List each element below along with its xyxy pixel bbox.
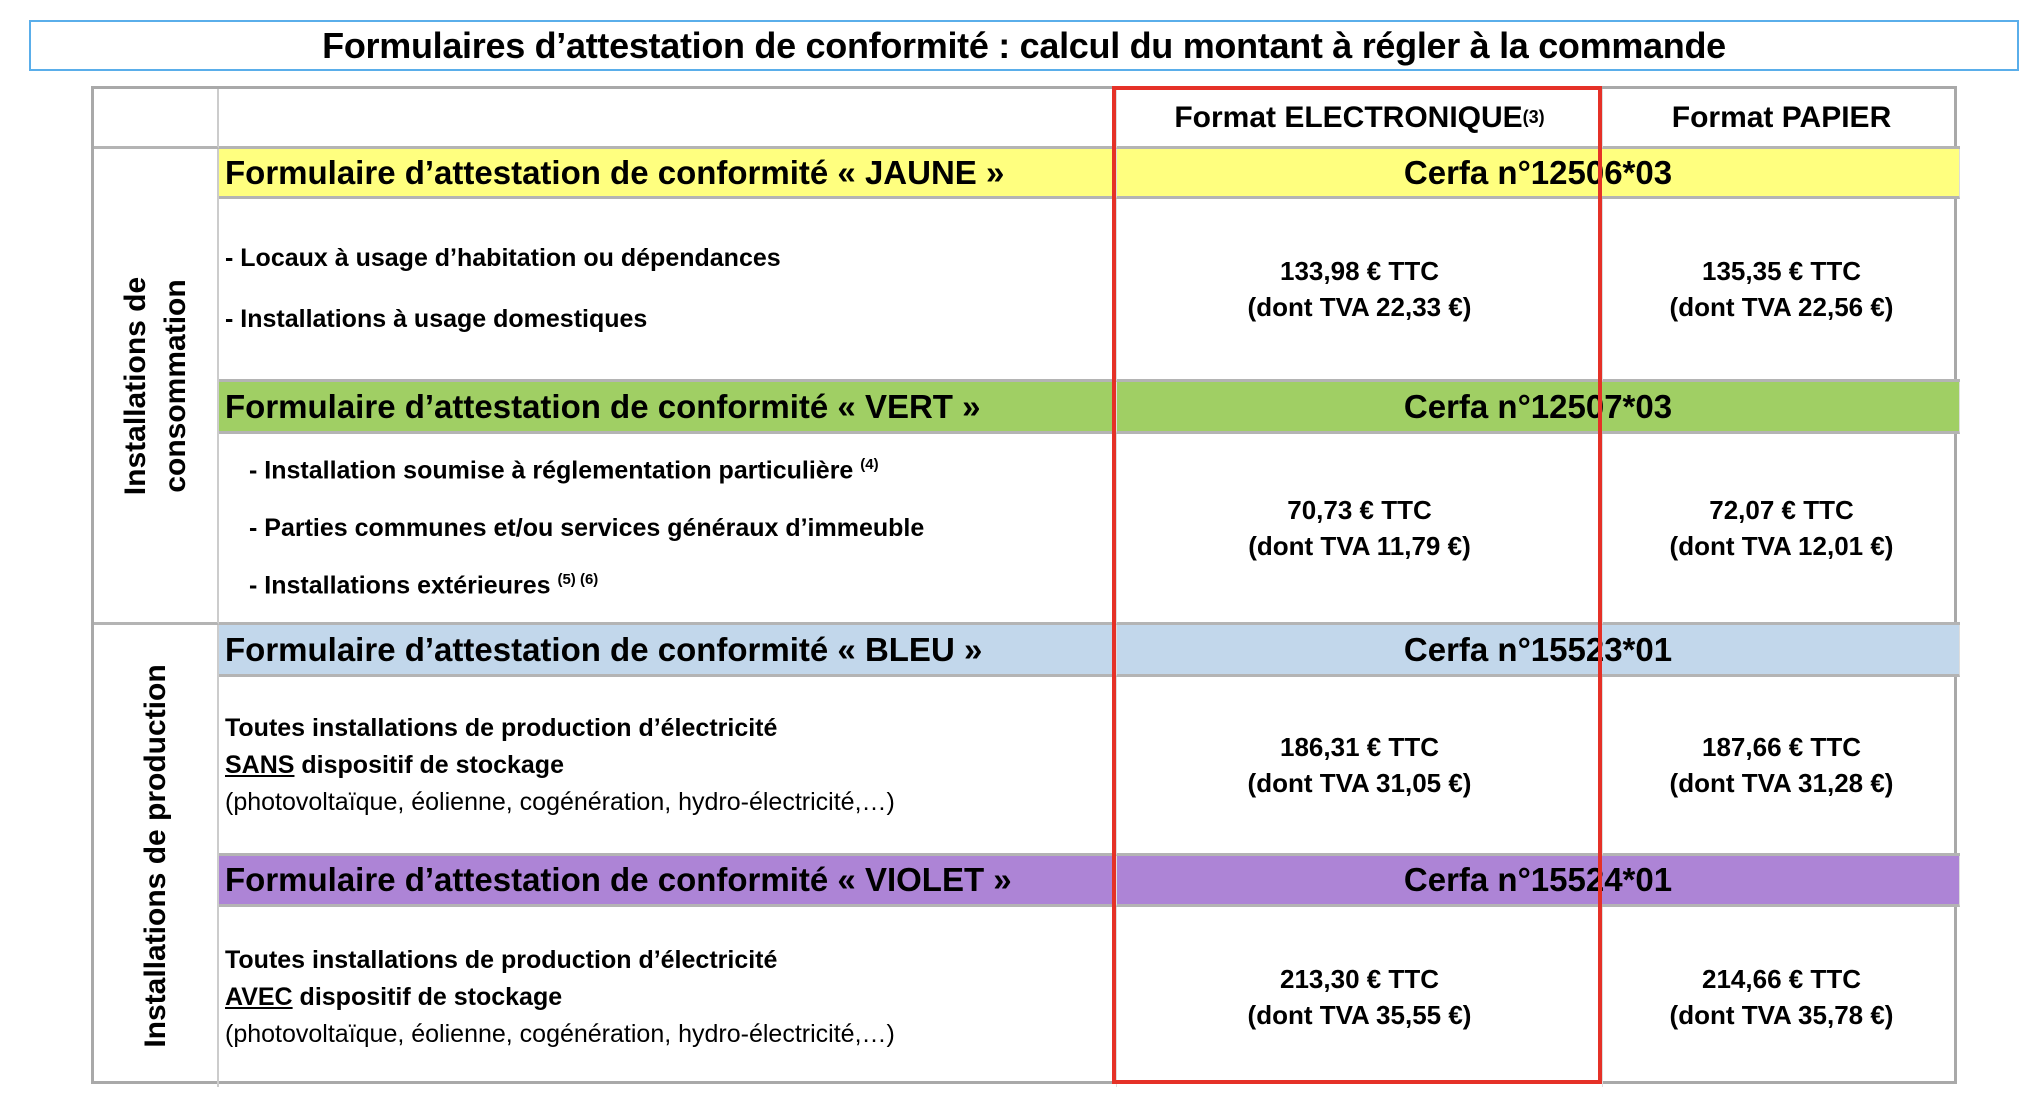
form-bleu-label: Formulaire d’attestation de conformité «… (219, 625, 1117, 677)
form-violet-description: Toutes installations de production d’éle… (219, 907, 1117, 1087)
form-vert-cerfa: Cerfa n°12507*03 (1117, 382, 1960, 434)
header-electronic: Format ELECTRONIQUE (3) (1117, 89, 1603, 149)
form-violet-cerfa: Cerfa n°15524*01 (1117, 856, 1960, 907)
group-consumption: Installations de consommation (94, 149, 219, 625)
form-jaune-label: Formulaire d’attestation de conformité «… (219, 149, 1117, 199)
header-empty (219, 89, 1117, 149)
violet-paper-price: 214,66 € TTC (dont TVA 35,78 €) (1669, 964, 1894, 1030)
form-bleu-description: Toutes installations de production d’éle… (219, 677, 1117, 856)
jaune-paper-price: 135,35 € TTC (dont TVA 22,56 €) (1603, 199, 1960, 382)
list-item: - Installation soumise à réglementation … (249, 456, 879, 485)
header-paper: Format PAPIER (1603, 89, 1960, 149)
vert-paper-price: 72,07 € TTC (dont TVA 12,01 €) (1603, 434, 1960, 625)
list-item: - Locaux à usage d’habitation ou dépenda… (225, 244, 781, 272)
bleu-paper-price: 187,66 € TTC (dont TVA 31,28 €) (1603, 677, 1960, 856)
group-consumption-label: Installations de consommation (118, 276, 192, 495)
group-production: Installations de production (94, 625, 219, 1087)
footnote-ref: (3) (1522, 107, 1545, 127)
form-vert-items: - Installation soumise à réglementation … (219, 434, 1117, 625)
header-electronic-label: Format ELECTRONIQUE (1174, 100, 1523, 134)
list-item: - Installations à usage domestiques (225, 305, 648, 333)
vert-electronic-price: 70,73 € TTC (dont TVA 11,79 €) (1117, 434, 1603, 625)
form-bleu-cerfa: Cerfa n°15523*01 (1117, 625, 1960, 677)
form-vert-label: Formulaire d’attestation de conformité «… (219, 382, 1117, 434)
form-jaune-cerfa: Cerfa n°12506*03 (1117, 149, 1960, 199)
page-title: Formulaires d’attestation de conformité … (29, 20, 2019, 71)
list-item: - Installations extérieures (5) (6) (249, 570, 599, 599)
jaune-electronic-price: 133,98 € TTC (dont TVA 22,33 €) (1117, 199, 1603, 382)
form-violet-label: Formulaire d’attestation de conformité «… (219, 856, 1117, 907)
group-production-label: Installations de production (138, 664, 172, 1048)
pricing-table: Format ELECTRONIQUE (3) Format PAPIER Ins… (91, 86, 1960, 1087)
header-empty-corner (94, 89, 219, 149)
form-jaune-items: - Locaux à usage d’habitation ou dépenda… (219, 199, 1117, 382)
list-item: - Parties communes et/ou services généra… (249, 513, 925, 542)
bleu-electronic-price: 186,31 € TTC (dont TVA 31,05 €) (1117, 677, 1603, 856)
violet-electronic-price: 213,30 € TTC (dont TVA 35,55 €) (1117, 907, 1603, 1087)
